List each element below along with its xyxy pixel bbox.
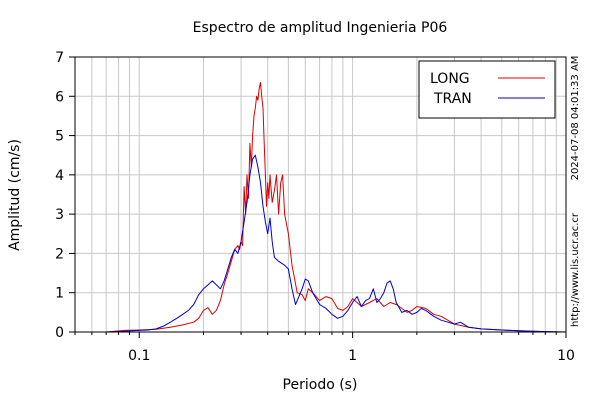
- y-tick-label: 2: [55, 246, 64, 262]
- series-line-long: [75, 82, 567, 333]
- y-tick-label: 4: [55, 168, 64, 184]
- x-axis-label: Periodo (s): [283, 377, 358, 393]
- series-line-tran: [75, 154, 567, 333]
- y-axis-label: Amplitud (cm/s): [7, 139, 23, 251]
- y-tick-label: 0: [55, 325, 64, 341]
- ticks: 0 1 2 3 4 5 6 7 0.1 1 10: [55, 50, 575, 364]
- y-tick-label: 7: [55, 50, 64, 66]
- y-tick-label: 3: [55, 207, 64, 223]
- series-layer: [75, 82, 567, 333]
- legend-box: [418, 60, 556, 119]
- url-label: http://www.lis.ucr.ac.cr: [570, 212, 581, 327]
- x-tick-label: 0.1: [128, 348, 150, 364]
- legend-label-tran: TRAN: [433, 91, 472, 107]
- x-tick-label: 1: [348, 348, 357, 364]
- y-tick-label: 5: [55, 129, 64, 145]
- timestamp-label: 2024-07-08 04:01:33 AM: [570, 56, 581, 181]
- plot-frame: [74, 56, 567, 333]
- chart-title: Espectro de amplitud Ingenieria P06: [193, 20, 448, 36]
- legend-label-long: LONG: [430, 71, 470, 87]
- legend: LONG TRAN: [418, 60, 556, 119]
- x-tick-label: 10: [557, 348, 575, 364]
- y-tick-label: 1: [55, 286, 64, 302]
- y-tick-label: 6: [55, 89, 64, 105]
